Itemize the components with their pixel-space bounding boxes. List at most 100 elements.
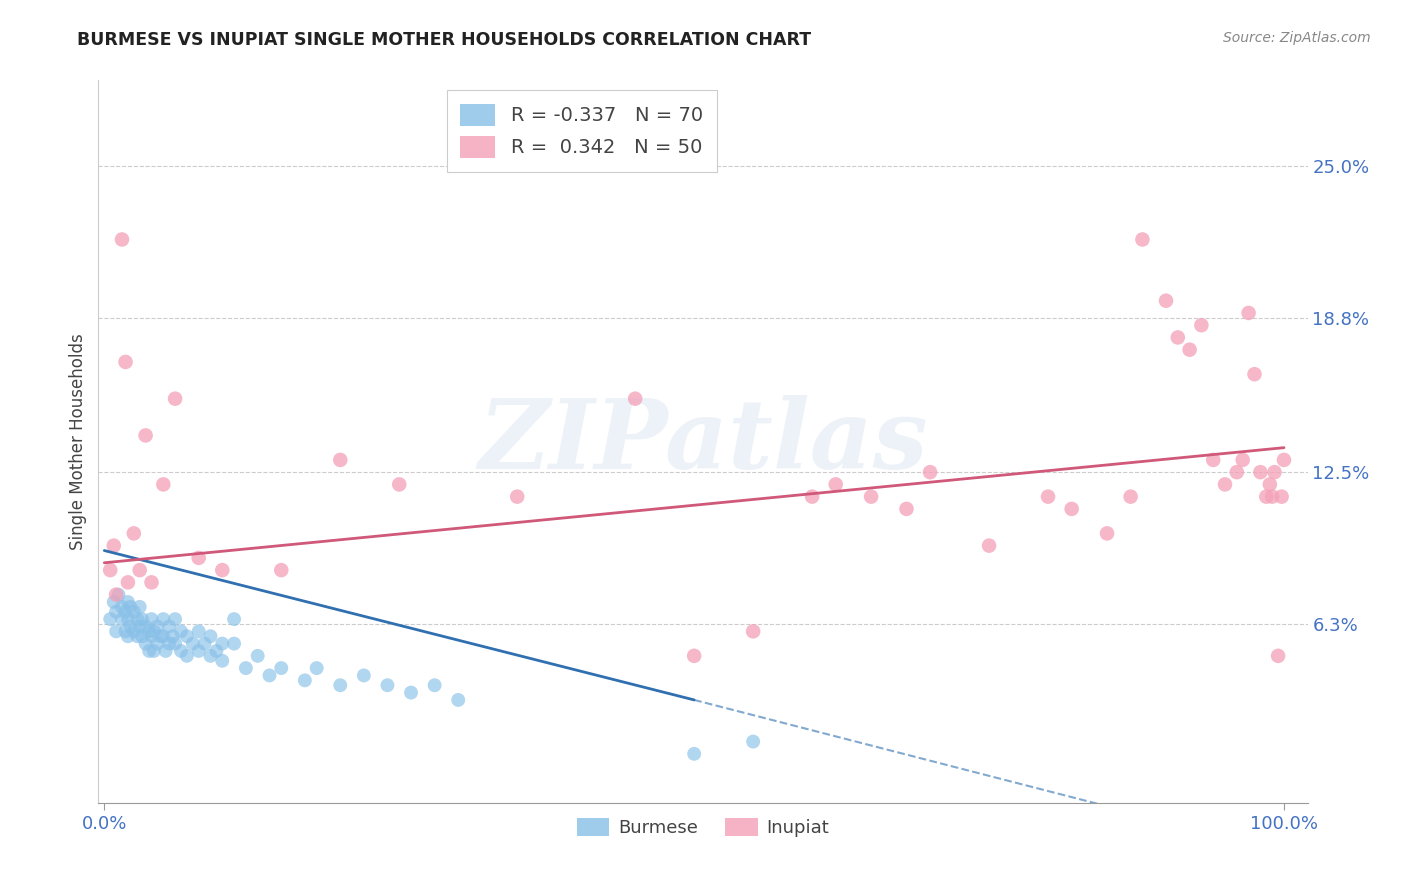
Point (194, 637, 217, 651)
Point (270, 661, 292, 675)
Point (122, 624, 145, 639)
Point (176, 648, 198, 663)
Point (246, 648, 269, 663)
Point (205, 644, 228, 658)
Point (211, 563, 233, 577)
Point (305, 661, 328, 675)
Point (165, 637, 187, 651)
Point (141, 575, 163, 590)
Text: BURMESE VS INUPIAT SINGLE MOTHER HOUSEHOLDS CORRELATION CHART: BURMESE VS INUPIAT SINGLE MOTHER HOUSEHO… (77, 31, 811, 49)
Point (1167, 330, 1189, 344)
Point (127, 629, 149, 643)
Point (860, 490, 883, 504)
Point (114, 355, 136, 369)
Point (181, 637, 204, 651)
Point (187, 644, 209, 658)
Point (107, 588, 129, 602)
Point (742, 734, 765, 748)
Point (152, 612, 174, 626)
Point (162, 629, 184, 643)
Y-axis label: Single Mother Households: Single Mother Households (69, 334, 87, 549)
Point (117, 595, 139, 609)
Point (120, 619, 142, 633)
Point (1036, 490, 1059, 504)
Point (127, 612, 149, 626)
Point (141, 629, 163, 643)
Point (1132, 232, 1154, 246)
Point (142, 644, 165, 658)
Point (1261, 490, 1284, 504)
Point (329, 453, 352, 467)
Point (1178, 343, 1201, 357)
Point (1258, 477, 1281, 491)
Point (211, 637, 233, 651)
Point (1249, 465, 1271, 479)
Point (1272, 453, 1295, 467)
Point (1271, 490, 1294, 504)
Point (128, 599, 150, 614)
Point (824, 477, 846, 491)
Point (211, 654, 233, 668)
Point (742, 624, 765, 639)
Point (120, 599, 142, 614)
Point (142, 624, 165, 639)
Point (105, 605, 128, 619)
Text: ZIPatlas: ZIPatlas (478, 394, 928, 489)
Point (117, 575, 139, 590)
Point (200, 629, 222, 643)
Point (377, 678, 399, 692)
Point (1189, 318, 1212, 333)
Point (1226, 465, 1249, 479)
Point (235, 661, 257, 675)
Point (117, 629, 139, 643)
Point (157, 619, 180, 633)
Point (117, 612, 139, 626)
Point (128, 563, 150, 577)
Point (896, 502, 918, 516)
Point (920, 465, 942, 479)
Point (1256, 490, 1278, 504)
Point (187, 624, 209, 639)
Point (399, 685, 422, 699)
Point (187, 550, 209, 565)
Point (105, 624, 128, 639)
Point (103, 595, 125, 609)
Point (131, 629, 153, 643)
Point (353, 668, 375, 682)
Point (103, 539, 125, 553)
Point (98, 612, 121, 626)
Point (152, 629, 174, 643)
Point (1243, 367, 1265, 381)
Point (170, 624, 193, 639)
Point (155, 644, 177, 658)
Point (128, 619, 150, 633)
Point (1267, 648, 1289, 663)
Point (977, 539, 1000, 553)
Point (165, 612, 187, 626)
Point (135, 619, 157, 633)
Point (1095, 526, 1118, 541)
Point (1154, 293, 1177, 308)
Point (259, 668, 281, 682)
Point (624, 392, 647, 406)
Point (141, 612, 163, 626)
Point (152, 477, 174, 491)
Point (135, 428, 157, 442)
Point (146, 637, 169, 651)
Point (111, 612, 134, 626)
Point (170, 644, 193, 658)
Point (294, 673, 316, 688)
Point (388, 477, 411, 491)
Point (1202, 453, 1225, 467)
Point (683, 747, 706, 761)
Point (105, 588, 128, 602)
Legend: Burmese, Inupiat: Burmese, Inupiat (569, 811, 837, 845)
Point (447, 693, 470, 707)
Point (270, 563, 292, 577)
Point (138, 624, 160, 639)
Point (801, 490, 824, 504)
Point (506, 490, 529, 504)
Point (146, 619, 169, 633)
Point (138, 644, 160, 658)
Point (122, 605, 145, 619)
